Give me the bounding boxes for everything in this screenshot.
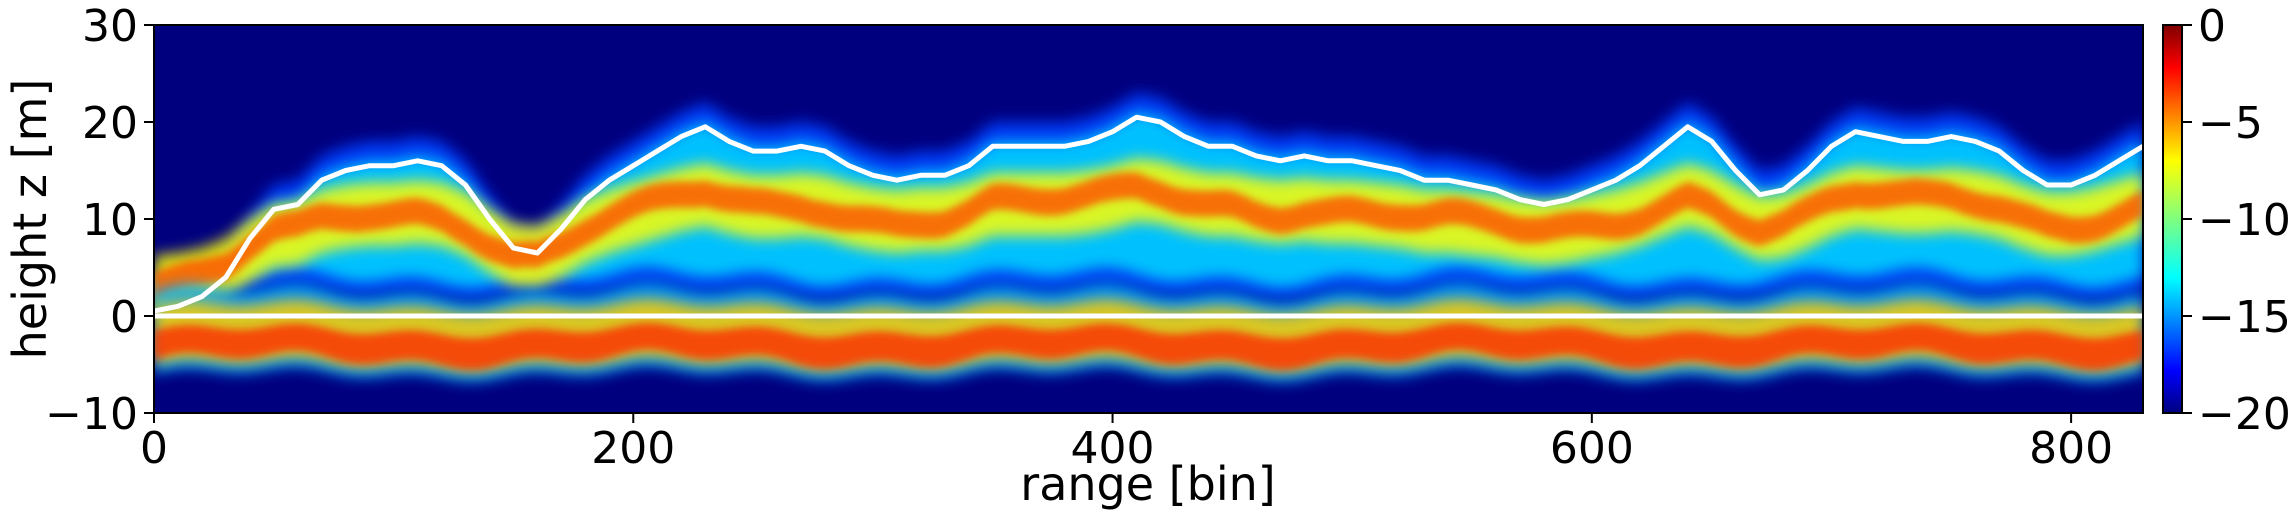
canopy-height-line [154,114,2143,314]
x-axis-ticks: 0 200 400 600 800 [140,413,2113,474]
x-tick-label: 600 [1550,423,1634,474]
y-tick-label: 0 [110,292,138,343]
y-tick-label: −10 [45,389,138,440]
colorbar-tick-label: −5 [2198,98,2263,149]
x-tick-label: 400 [1071,423,1155,474]
data-lines [154,114,2143,319]
x-tick-label: 0 [140,423,168,474]
y-tick-label: 10 [82,195,138,246]
colorbar-tick-label: −20 [2198,389,2290,440]
x-axis-label: range [bin] [1020,457,1275,511]
y-tick-label: 30 [82,1,138,52]
colorbar-ticks: 0 −5 −10 −15 −20 [2182,1,2290,440]
heatmap-ground-core [154,322,2143,371]
x-tick-label: 800 [2029,423,2113,474]
y-tick-label: 20 [82,98,138,149]
x-tick-label: 200 [591,423,675,474]
y-axis-ticks: −10 0 10 20 30 [45,1,154,440]
heatmap-canopy-core [154,172,2143,299]
colorbar-tick-label: −10 [2198,195,2290,246]
y-axis-label: height z [m] [3,79,57,360]
colorbar-tick-label: −15 [2198,292,2290,343]
colorbar [2162,24,2183,414]
colorbar-tick-label: 0 [2198,1,2226,52]
